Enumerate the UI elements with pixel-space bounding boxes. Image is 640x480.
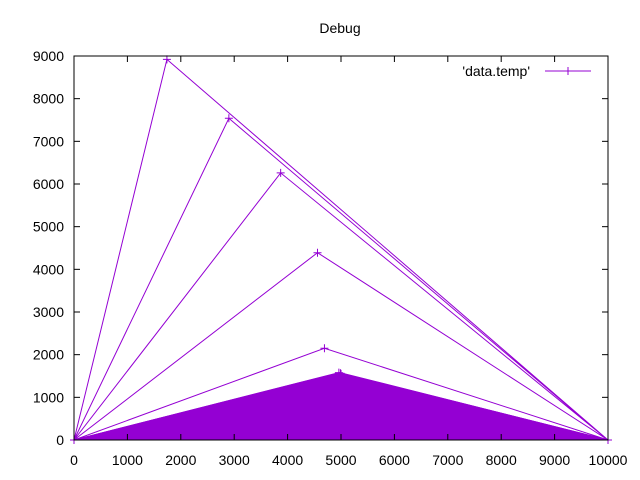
data-point-marker [320,344,329,353]
data-point-marker [313,248,322,257]
y-tick-label: 4000 [33,261,64,277]
x-tick-label: 9000 [539,452,570,468]
x-tick-label: 3000 [219,452,250,468]
x-tick-label: 6000 [379,452,410,468]
x-tick-label: 1000 [112,452,143,468]
y-tick-label: 3000 [33,304,64,320]
y-tick-label: 2000 [33,347,64,363]
y-tick-label: 6000 [33,176,64,192]
filled-region [73,372,609,441]
y-tick-label: 9000 [33,48,64,64]
data-point-marker [162,55,171,64]
legend-label: 'data.temp' [462,63,530,79]
y-tick-label: 1000 [33,389,64,405]
chart-title: Debug [319,20,360,36]
x-tick-label: 0 [70,452,78,468]
data-layer [70,55,612,444]
data-point-marker [337,369,345,378]
x-tick-label: 7000 [432,452,463,468]
data-point-marker [224,114,233,123]
x-tick-label: 8000 [486,452,517,468]
x-tick-label: 5000 [325,452,356,468]
data-point-marker [276,168,285,177]
x-tick-label: 2000 [165,452,196,468]
y-tick-label: 7000 [33,133,64,149]
x-tick-label: 10000 [589,452,628,468]
legend: 'data.temp' [462,63,591,79]
ticks-layer: 0 1000 2000 3000 4000 5000 6000 7000 8000 9000 100… [33,48,628,468]
y-tick-label: 0 [56,432,64,448]
y-tick-label: 5000 [33,219,64,235]
data-point-marker [336,369,345,378]
y-tick-label: 8000 [33,91,64,107]
data-point-marker [334,368,343,377]
legend-marker [564,67,572,75]
x-tick-label: 4000 [272,452,303,468]
